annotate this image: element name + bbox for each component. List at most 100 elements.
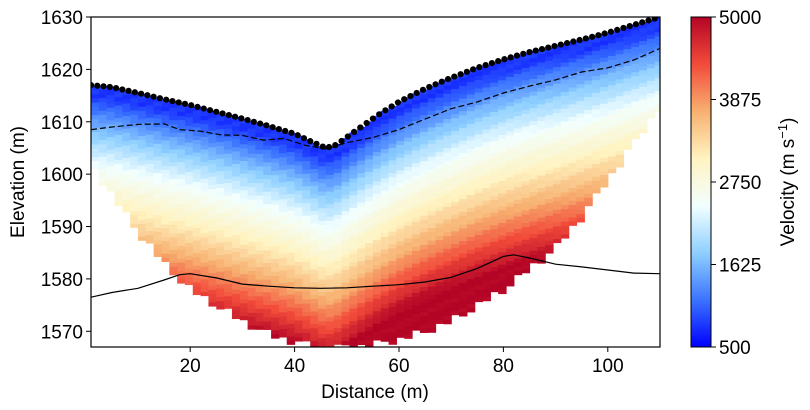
velocity-cell — [200, 169, 210, 175]
velocity-cell — [521, 117, 531, 123]
velocity-cell — [302, 252, 311, 258]
velocity-cell — [404, 97, 413, 100]
geophone-marker — [388, 103, 395, 110]
velocity-cell — [231, 188, 241, 194]
velocity-cell — [372, 243, 382, 249]
velocity-cell — [623, 140, 632, 146]
velocity-cell — [412, 296, 421, 302]
velocity-cell — [349, 291, 358, 296]
velocity-cell — [372, 281, 382, 287]
velocity-cell — [427, 302, 437, 308]
velocity-cell — [106, 123, 116, 129]
velocity-cell — [490, 107, 499, 112]
velocity-cell — [278, 248, 288, 254]
velocity-cell — [216, 145, 225, 151]
velocity-cell — [545, 64, 554, 70]
velocity-cell — [286, 218, 296, 224]
velocity-cell — [318, 195, 327, 200]
velocity-cell — [365, 171, 374, 177]
velocity-cell — [592, 71, 601, 77]
velocity-cell — [318, 324, 327, 330]
velocity-cell — [576, 108, 585, 114]
velocity-cell — [153, 122, 163, 128]
velocity-cell — [513, 144, 523, 150]
velocity-cell — [255, 287, 264, 293]
velocity-cell — [216, 124, 225, 130]
velocity-cell — [466, 240, 476, 246]
velocity-cell — [294, 232, 304, 237]
velocity-cell — [529, 174, 538, 180]
velocity-cell — [631, 63, 640, 68]
velocity-cell — [161, 131, 170, 137]
velocity-cell — [333, 272, 343, 278]
velocity-cell — [451, 121, 460, 127]
velocity-cell — [607, 51, 617, 56]
velocity-cell — [443, 189, 452, 195]
velocity-cell — [380, 135, 390, 141]
velocity-cell — [537, 70, 546, 76]
velocity-cell — [122, 136, 131, 142]
velocity-cell — [584, 105, 593, 110]
velocity-cell — [231, 134, 241, 139]
geophone-marker — [344, 133, 351, 140]
velocity-cell — [529, 74, 538, 79]
velocity-cell — [498, 167, 507, 173]
velocity-cell — [302, 290, 311, 296]
velocity-cell — [357, 277, 366, 283]
velocity-cell — [153, 210, 163, 216]
velocity-cell — [325, 165, 335, 171]
velocity-cell — [318, 308, 327, 314]
velocity-cell — [552, 49, 562, 55]
geophone-marker — [188, 102, 195, 109]
velocity-cell — [372, 226, 382, 232]
velocity-cell — [310, 323, 319, 329]
velocity-cell — [216, 162, 225, 168]
velocity-cell — [122, 182, 131, 188]
velocity-cell — [357, 260, 366, 266]
velocity-cell — [584, 172, 593, 177]
velocity-cell — [466, 106, 476, 112]
velocity-cell — [576, 142, 585, 148]
velocity-cell — [294, 202, 304, 208]
velocity-cell — [349, 257, 358, 263]
velocity-cell — [91, 93, 100, 99]
velocity-cell — [498, 222, 507, 228]
velocity-cell — [607, 34, 617, 40]
velocity-cell — [592, 41, 601, 47]
velocity-cell — [98, 93, 108, 99]
velocity-cell — [506, 67, 515, 73]
velocity-cell — [325, 341, 335, 347]
velocity-cell — [419, 319, 429, 325]
velocity-cell — [506, 227, 515, 232]
velocity-cell — [490, 86, 499, 92]
velocity-cell — [404, 174, 413, 180]
velocity-cell — [412, 145, 421, 151]
velocity-cell — [412, 162, 421, 168]
velocity-cell — [247, 224, 257, 230]
velocity-cell — [490, 207, 499, 213]
velocity-cell — [396, 320, 405, 326]
velocity-cell — [529, 153, 538, 159]
velocity-cell — [568, 120, 578, 126]
velocity-cell — [537, 124, 546, 130]
velocity-cell — [537, 170, 546, 176]
velocity-cell — [247, 157, 257, 163]
velocity-cell — [552, 213, 562, 218]
velocity-cell — [325, 295, 335, 301]
velocity-cell — [372, 163, 382, 169]
velocity-cell — [278, 261, 288, 267]
velocity-cell — [545, 223, 554, 229]
velocity-cell — [435, 239, 444, 245]
velocity-cell — [607, 72, 617, 77]
velocity-cell — [255, 157, 264, 163]
velocity-cell — [466, 223, 476, 229]
velocity-cell — [341, 227, 350, 233]
geophone-marker — [263, 122, 270, 129]
velocity-cell — [263, 320, 272, 326]
velocity-cell — [568, 145, 578, 151]
velocity-cell — [200, 274, 210, 280]
velocity-cell — [576, 213, 585, 219]
velocity-cell — [435, 264, 444, 270]
velocity-cell — [443, 227, 452, 233]
velocity-cell — [631, 67, 640, 73]
